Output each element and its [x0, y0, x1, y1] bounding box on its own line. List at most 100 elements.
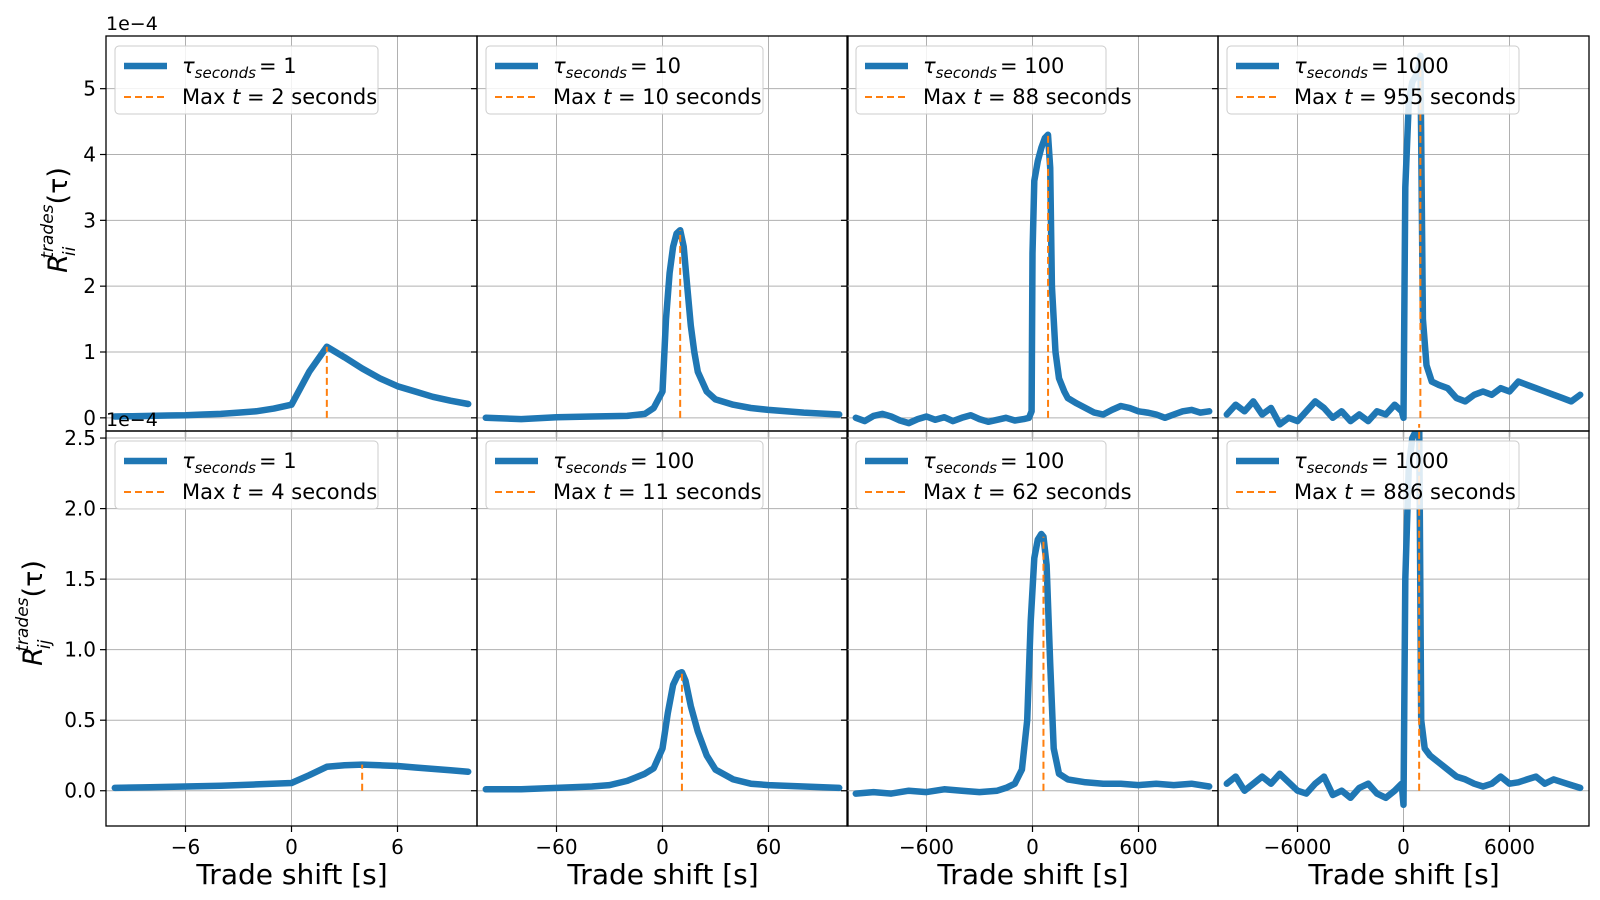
- bottom-row-ylabel-arg: (τ): [18, 560, 49, 597]
- y-tick-label: 0: [83, 406, 96, 430]
- legend-max-rest: = 955 seconds: [1352, 85, 1516, 109]
- legend-box: [1226, 440, 1520, 510]
- top-row-ylabel-sub: ii: [60, 246, 80, 256]
- legend-series-label: τseconds = 1: [182, 449, 297, 477]
- legend-max-var: t: [973, 85, 982, 109]
- legend-max-rest: = 11 seconds: [611, 480, 761, 504]
- y-tick-label: 4: [83, 143, 96, 167]
- panel-1-0: −6 0 6 0.0 0.5 1.0 1.5 2.0 2.5 τseconds = 1 Max t =…: [64, 426, 478, 859]
- legend-max-var: t: [232, 85, 241, 109]
- panel-0-0: 0 1 2 3 4 5 τseconds = 1 Max t = 2 seconds: [83, 35, 478, 437]
- legend-max-label: Max t = 88 seconds: [923, 85, 1132, 109]
- legend-max-prefix: Max: [182, 85, 232, 109]
- top-offset-label: 1e−4: [106, 13, 158, 35]
- x-tick-label: 0: [1026, 835, 1039, 859]
- legend-box: [114, 45, 379, 115]
- x-tick-label: 0: [285, 835, 298, 859]
- top-row-ylabel-arg: (τ): [43, 167, 74, 204]
- legend-max-label: Max t = 10 seconds: [553, 85, 762, 109]
- legend-max-rest: = 10 seconds: [611, 85, 761, 109]
- legend-max-var: t: [973, 480, 982, 504]
- panel-1-2: −600 0 600 τseconds = 100 Max t = 62 seconds: [841, 430, 1219, 859]
- x-tick-label: 60: [756, 835, 781, 859]
- legend-max-prefix: Max: [1294, 480, 1344, 504]
- legend-tau-subscript: seconds: [195, 64, 256, 82]
- xlabel-col-1: Trade shift [s]: [566, 858, 758, 891]
- legend-series-label: τseconds = 100: [923, 54, 1064, 82]
- y-tick-label: 0.5: [64, 708, 96, 732]
- series-line: [111, 761, 472, 792]
- panel-0-2: τseconds = 100 Max t = 88 seconds: [841, 35, 1219, 437]
- legend-tau-value: = 1000: [1371, 54, 1449, 78]
- bottom-row-ylabel-sup: trades: [13, 597, 33, 651]
- legend-tau-subscript: seconds: [1307, 64, 1368, 82]
- series-line: [482, 668, 843, 793]
- y-tick-label: 0.0: [64, 779, 96, 803]
- legend-tau-value: = 100: [1000, 449, 1064, 473]
- legend-max-rest: = 88 seconds: [981, 85, 1131, 109]
- legend-tau-symbol: τ: [1294, 54, 1307, 78]
- legend-max-label: Max t = 11 seconds: [553, 480, 762, 504]
- legend-box: [1226, 45, 1520, 115]
- legend-box: [485, 45, 764, 115]
- panel-1-3: −6000 0 6000 τseconds = 1000 Max t = 886 seco…: [1212, 423, 1590, 859]
- legend-tau-subscript: seconds: [936, 64, 997, 82]
- x-tick-label: 0: [1397, 835, 1410, 859]
- x-tick-label: −600: [899, 835, 954, 859]
- y-tick-label: 3: [83, 208, 96, 232]
- legend-tau-symbol: τ: [923, 54, 936, 78]
- top-row-ylabel: Riitrades(τ): [38, 167, 80, 273]
- legend-max-prefix: Max: [923, 480, 973, 504]
- series-line: [852, 530, 1213, 797]
- series-line: [111, 343, 472, 420]
- legend-max-label: Max t = 4 seconds: [182, 480, 377, 504]
- legend-max-prefix: Max: [1294, 85, 1344, 109]
- x-tick-label: −60: [535, 835, 577, 859]
- legend-series-label: τseconds = 1: [182, 54, 297, 82]
- panel-0-1: τseconds = 10 Max t = 10 seconds: [471, 35, 849, 437]
- top-row-ylabel-sup: trades: [38, 204, 58, 258]
- legend-series-label: τseconds = 1000: [1294, 54, 1449, 82]
- legend-max-prefix: Max: [553, 85, 603, 109]
- x-tick-label: 600: [1119, 835, 1157, 859]
- legend-tau-subscript: seconds: [566, 459, 627, 477]
- legend-max-label: Max t = 955 seconds: [1294, 85, 1516, 109]
- y-tick-label: 2.0: [64, 497, 96, 521]
- legend-tau-value: = 1: [259, 54, 297, 78]
- panel-1-1: −60 0 60 τseconds = 100 Max t = 11 seconds: [471, 430, 849, 859]
- legend-tau-symbol: τ: [553, 54, 566, 78]
- series-line: [852, 131, 1213, 427]
- legend-tau-subscript: seconds: [566, 64, 627, 82]
- legend-tau-value: = 10: [630, 54, 681, 78]
- legend-max-prefix: Max: [923, 85, 973, 109]
- legend-max-prefix: Max: [182, 480, 232, 504]
- y-tick-label: 5: [83, 77, 96, 101]
- legend-max-rest: = 2 seconds: [240, 85, 377, 109]
- x-tick-label: 6: [391, 835, 404, 859]
- y-tick-label: 1.0: [64, 638, 96, 662]
- legend-max-label: Max t = 62 seconds: [923, 480, 1132, 504]
- legend-max-prefix: Max: [553, 480, 603, 504]
- x-tick-label: 6000: [1484, 835, 1535, 859]
- x-tick-label: 0: [656, 835, 669, 859]
- y-tick-label: 2.5: [64, 426, 96, 450]
- legend-tau-value: = 100: [630, 449, 694, 473]
- legend-box: [114, 440, 379, 510]
- legend-max-var: t: [1344, 85, 1353, 109]
- legend-tau-value: = 1: [259, 449, 297, 473]
- legend-tau-symbol: τ: [1294, 449, 1307, 473]
- legend-tau-subscript: seconds: [195, 459, 256, 477]
- legend-max-var: t: [603, 480, 612, 504]
- y-tick-label: 1.5: [64, 567, 96, 591]
- legend-series-label: τseconds = 100: [553, 449, 694, 477]
- legend-tau-value: = 100: [1000, 54, 1064, 78]
- legend-tau-symbol: τ: [923, 449, 936, 473]
- legend-max-rest: = 62 seconds: [981, 480, 1131, 504]
- legend-box: [855, 440, 1107, 510]
- bottom-row-ylabel: Rijtrades(τ): [13, 560, 55, 666]
- bottom-offset-label: 1e−4: [106, 409, 158, 431]
- bottom-row-ylabel-base: R: [18, 647, 49, 666]
- top-row-ylabel-base: R: [43, 254, 74, 273]
